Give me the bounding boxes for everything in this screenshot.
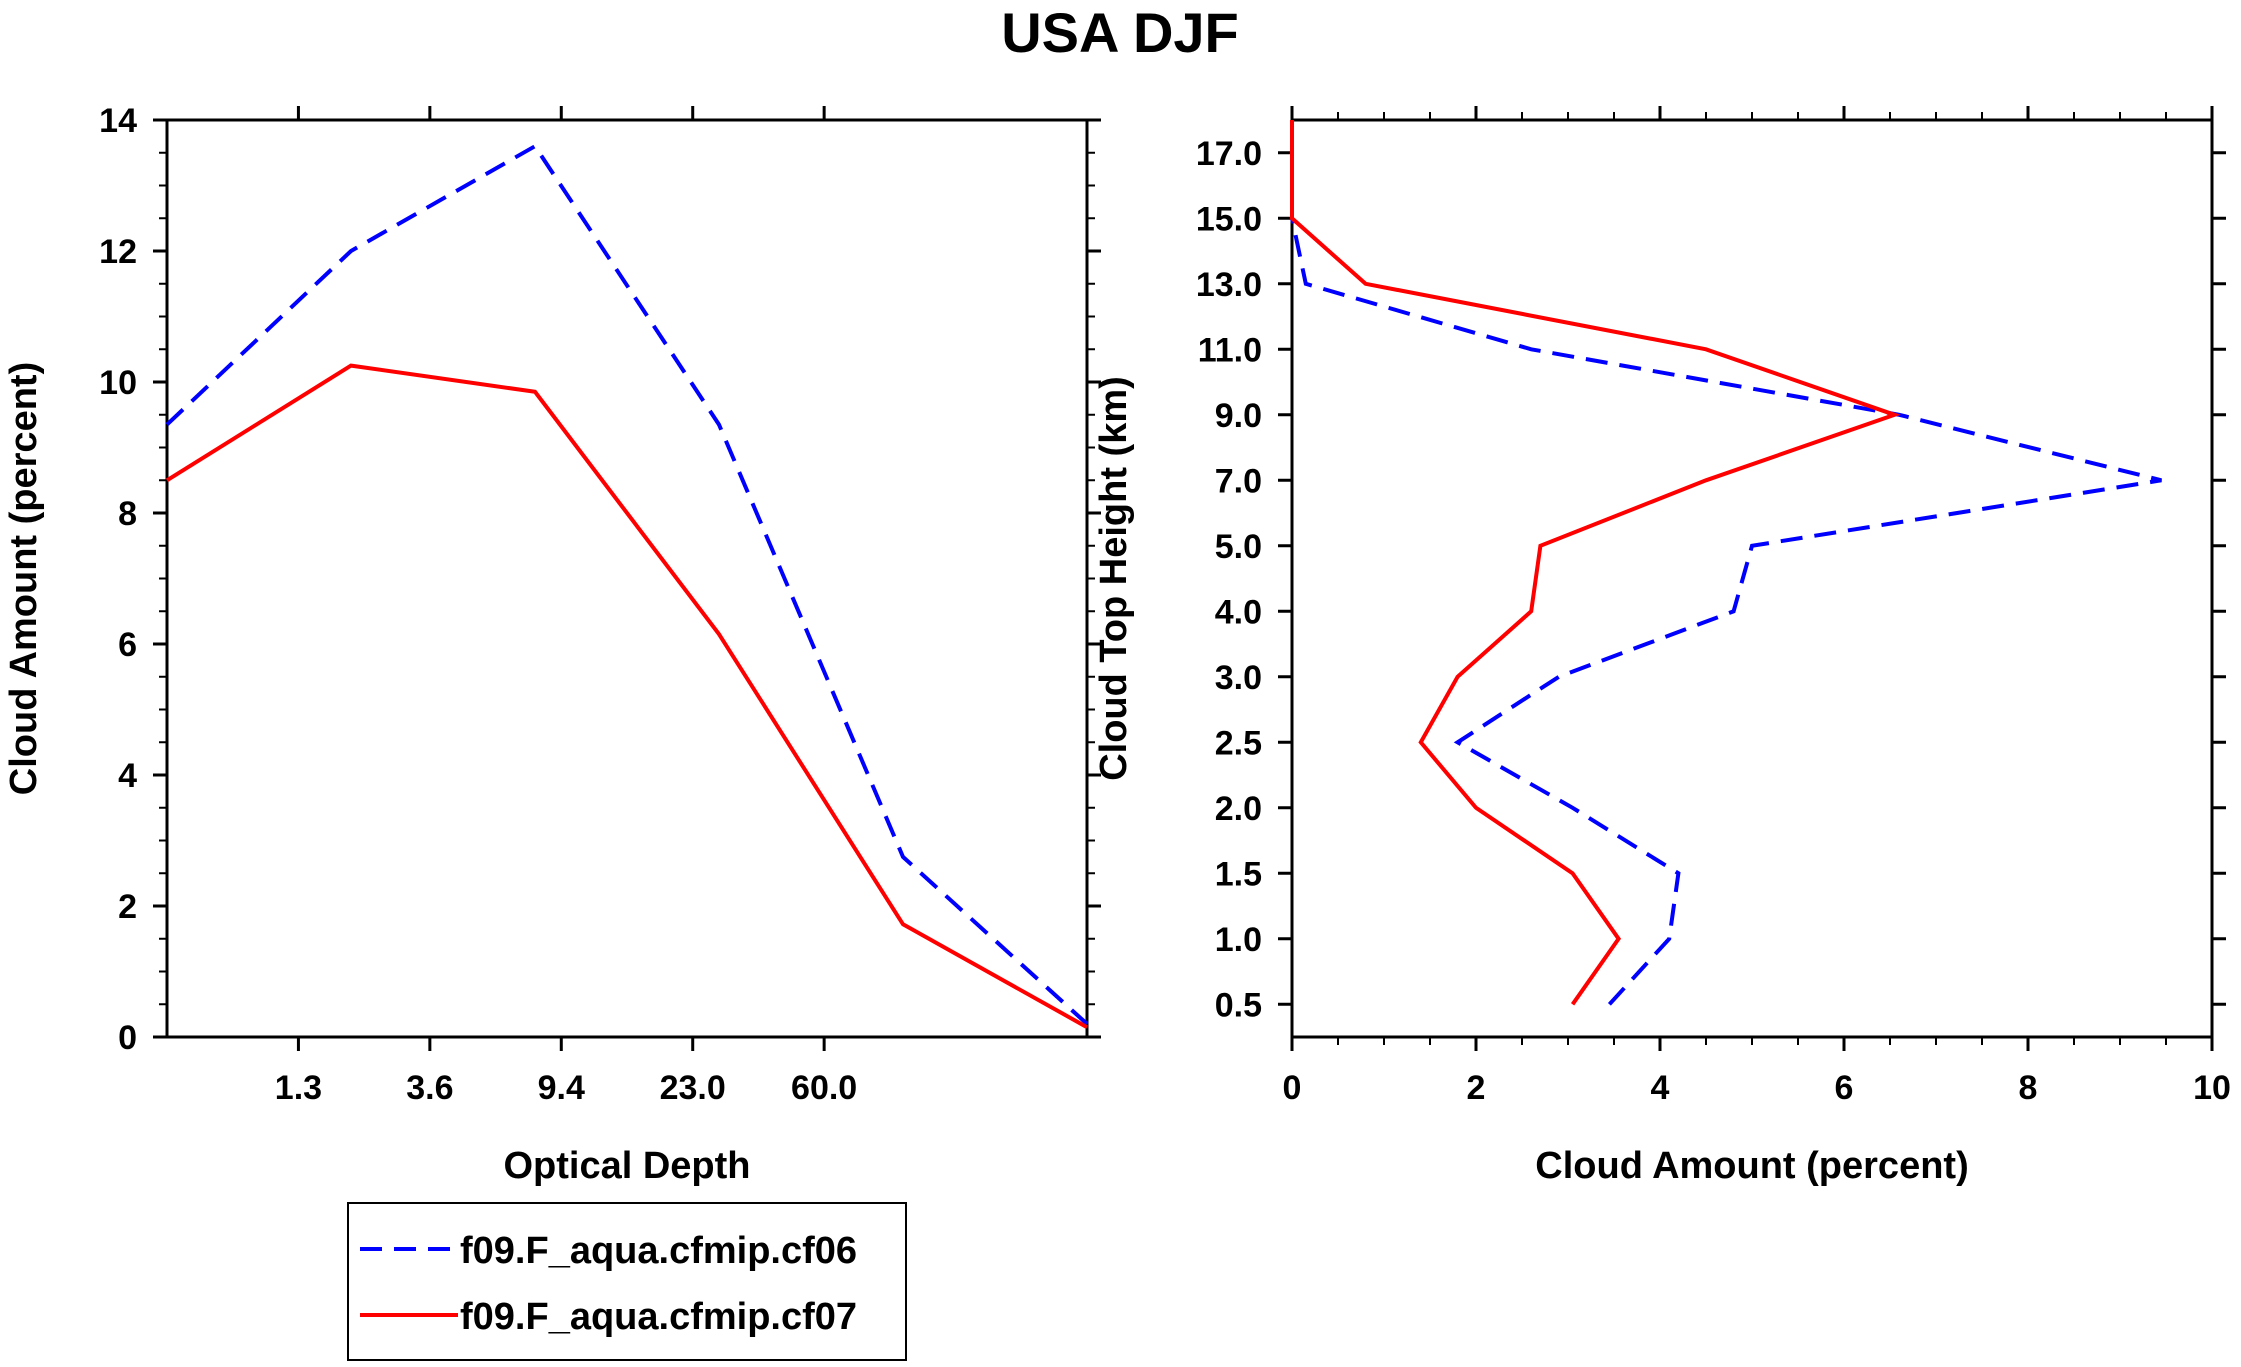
legend: f09.F_aqua.cfmip.cf06 f09.F_aqua.cfmip.cf… bbox=[347, 1202, 907, 1361]
right-plot-frame bbox=[1290, 118, 2214, 1039]
right-x-tick-label: 0 bbox=[1283, 1069, 1302, 1107]
legend-label-cf06: f09.F_aqua.cfmip.cf06 bbox=[460, 1230, 857, 1272]
right-y-tick-label: 9.0 bbox=[1215, 397, 1262, 435]
right-y-tick-label: 2.0 bbox=[1215, 790, 1262, 828]
left-x-tick-label: 1.3 bbox=[275, 1069, 322, 1107]
right-y-axis-label: Cloud Top Height (km) bbox=[1093, 376, 1135, 781]
right-y-tick-label: 0.5 bbox=[1215, 986, 1262, 1024]
left-y-tick-label: 2 bbox=[118, 888, 137, 926]
right-x-tick-label: 4 bbox=[1651, 1069, 1670, 1107]
right-chart-panel: 0 2 4 6 8 10 0.5 1.0 1.5 2.0 2.5 3.0 4.0 5.0 7.0 9.0 11.… bbox=[1093, 106, 2231, 1187]
right-y-tick-label: 1.5 bbox=[1215, 855, 1262, 893]
left-y-tick-label: 4 bbox=[118, 757, 137, 795]
legend-label-cf07: f09.F_aqua.cfmip.cf07 bbox=[460, 1296, 857, 1338]
right-y-tick-label: 2.5 bbox=[1215, 724, 1262, 762]
right-y-tick-label: 3.0 bbox=[1215, 659, 1262, 697]
right-series-line-cf06 bbox=[1290, 120, 2162, 1006]
right-y-tick-label: 13.0 bbox=[1196, 266, 1262, 304]
left-y-axis-label: Cloud Amount (percent) bbox=[3, 362, 45, 795]
left-y-tick-label: 12 bbox=[99, 233, 137, 271]
right-y-tick-label: 5.0 bbox=[1215, 528, 1262, 566]
left-y-tick-label: 6 bbox=[118, 626, 137, 664]
right-series-line-cf07 bbox=[1290, 120, 1901, 1006]
left-y-tick-label: 10 bbox=[99, 364, 137, 402]
right-y-tick-label: 17.0 bbox=[1196, 135, 1262, 173]
right-y-tick-label: 4.0 bbox=[1215, 593, 1262, 631]
legend-box bbox=[347, 1202, 907, 1361]
left-series-line-cf06 bbox=[165, 143, 1089, 1026]
left-y-tick-label: 0 bbox=[118, 1019, 137, 1057]
figure-title: USA DJF bbox=[1001, 1, 1239, 64]
right-x-tick-label: 2 bbox=[1467, 1069, 1486, 1107]
right-y-tick-label: 1.0 bbox=[1215, 921, 1262, 959]
left-series-line-cf07 bbox=[165, 363, 1088, 1029]
right-x-axis-label: Cloud Amount (percent) bbox=[1535, 1145, 1968, 1187]
right-x-tick-label: 6 bbox=[1835, 1069, 1854, 1107]
left-x-tick-label: 23.0 bbox=[660, 1069, 726, 1107]
left-x-tick-label: 9.4 bbox=[538, 1069, 585, 1107]
right-y-tick-label: 11.0 bbox=[1198, 331, 1262, 369]
left-y-tick-label: 8 bbox=[118, 495, 137, 533]
right-x-tick-label: 10 bbox=[2193, 1069, 2231, 1107]
left-chart-panel: 0 2 4 6 8 10 12 14 1.3 3.6 9.4 23.0 60.0 Optical Dept… bbox=[3, 102, 1101, 1187]
left-x-axis-label: Optical Depth bbox=[503, 1145, 750, 1187]
right-y-tick-label: 15.0 bbox=[1196, 200, 1262, 238]
right-y-tick-label: 7.0 bbox=[1215, 462, 1262, 500]
left-y-tick-label: 14 bbox=[99, 102, 137, 140]
right-x-tick-label: 8 bbox=[2019, 1069, 2038, 1107]
left-x-tick-label: 60.0 bbox=[791, 1069, 857, 1107]
left-x-tick-label: 3.6 bbox=[406, 1069, 453, 1107]
